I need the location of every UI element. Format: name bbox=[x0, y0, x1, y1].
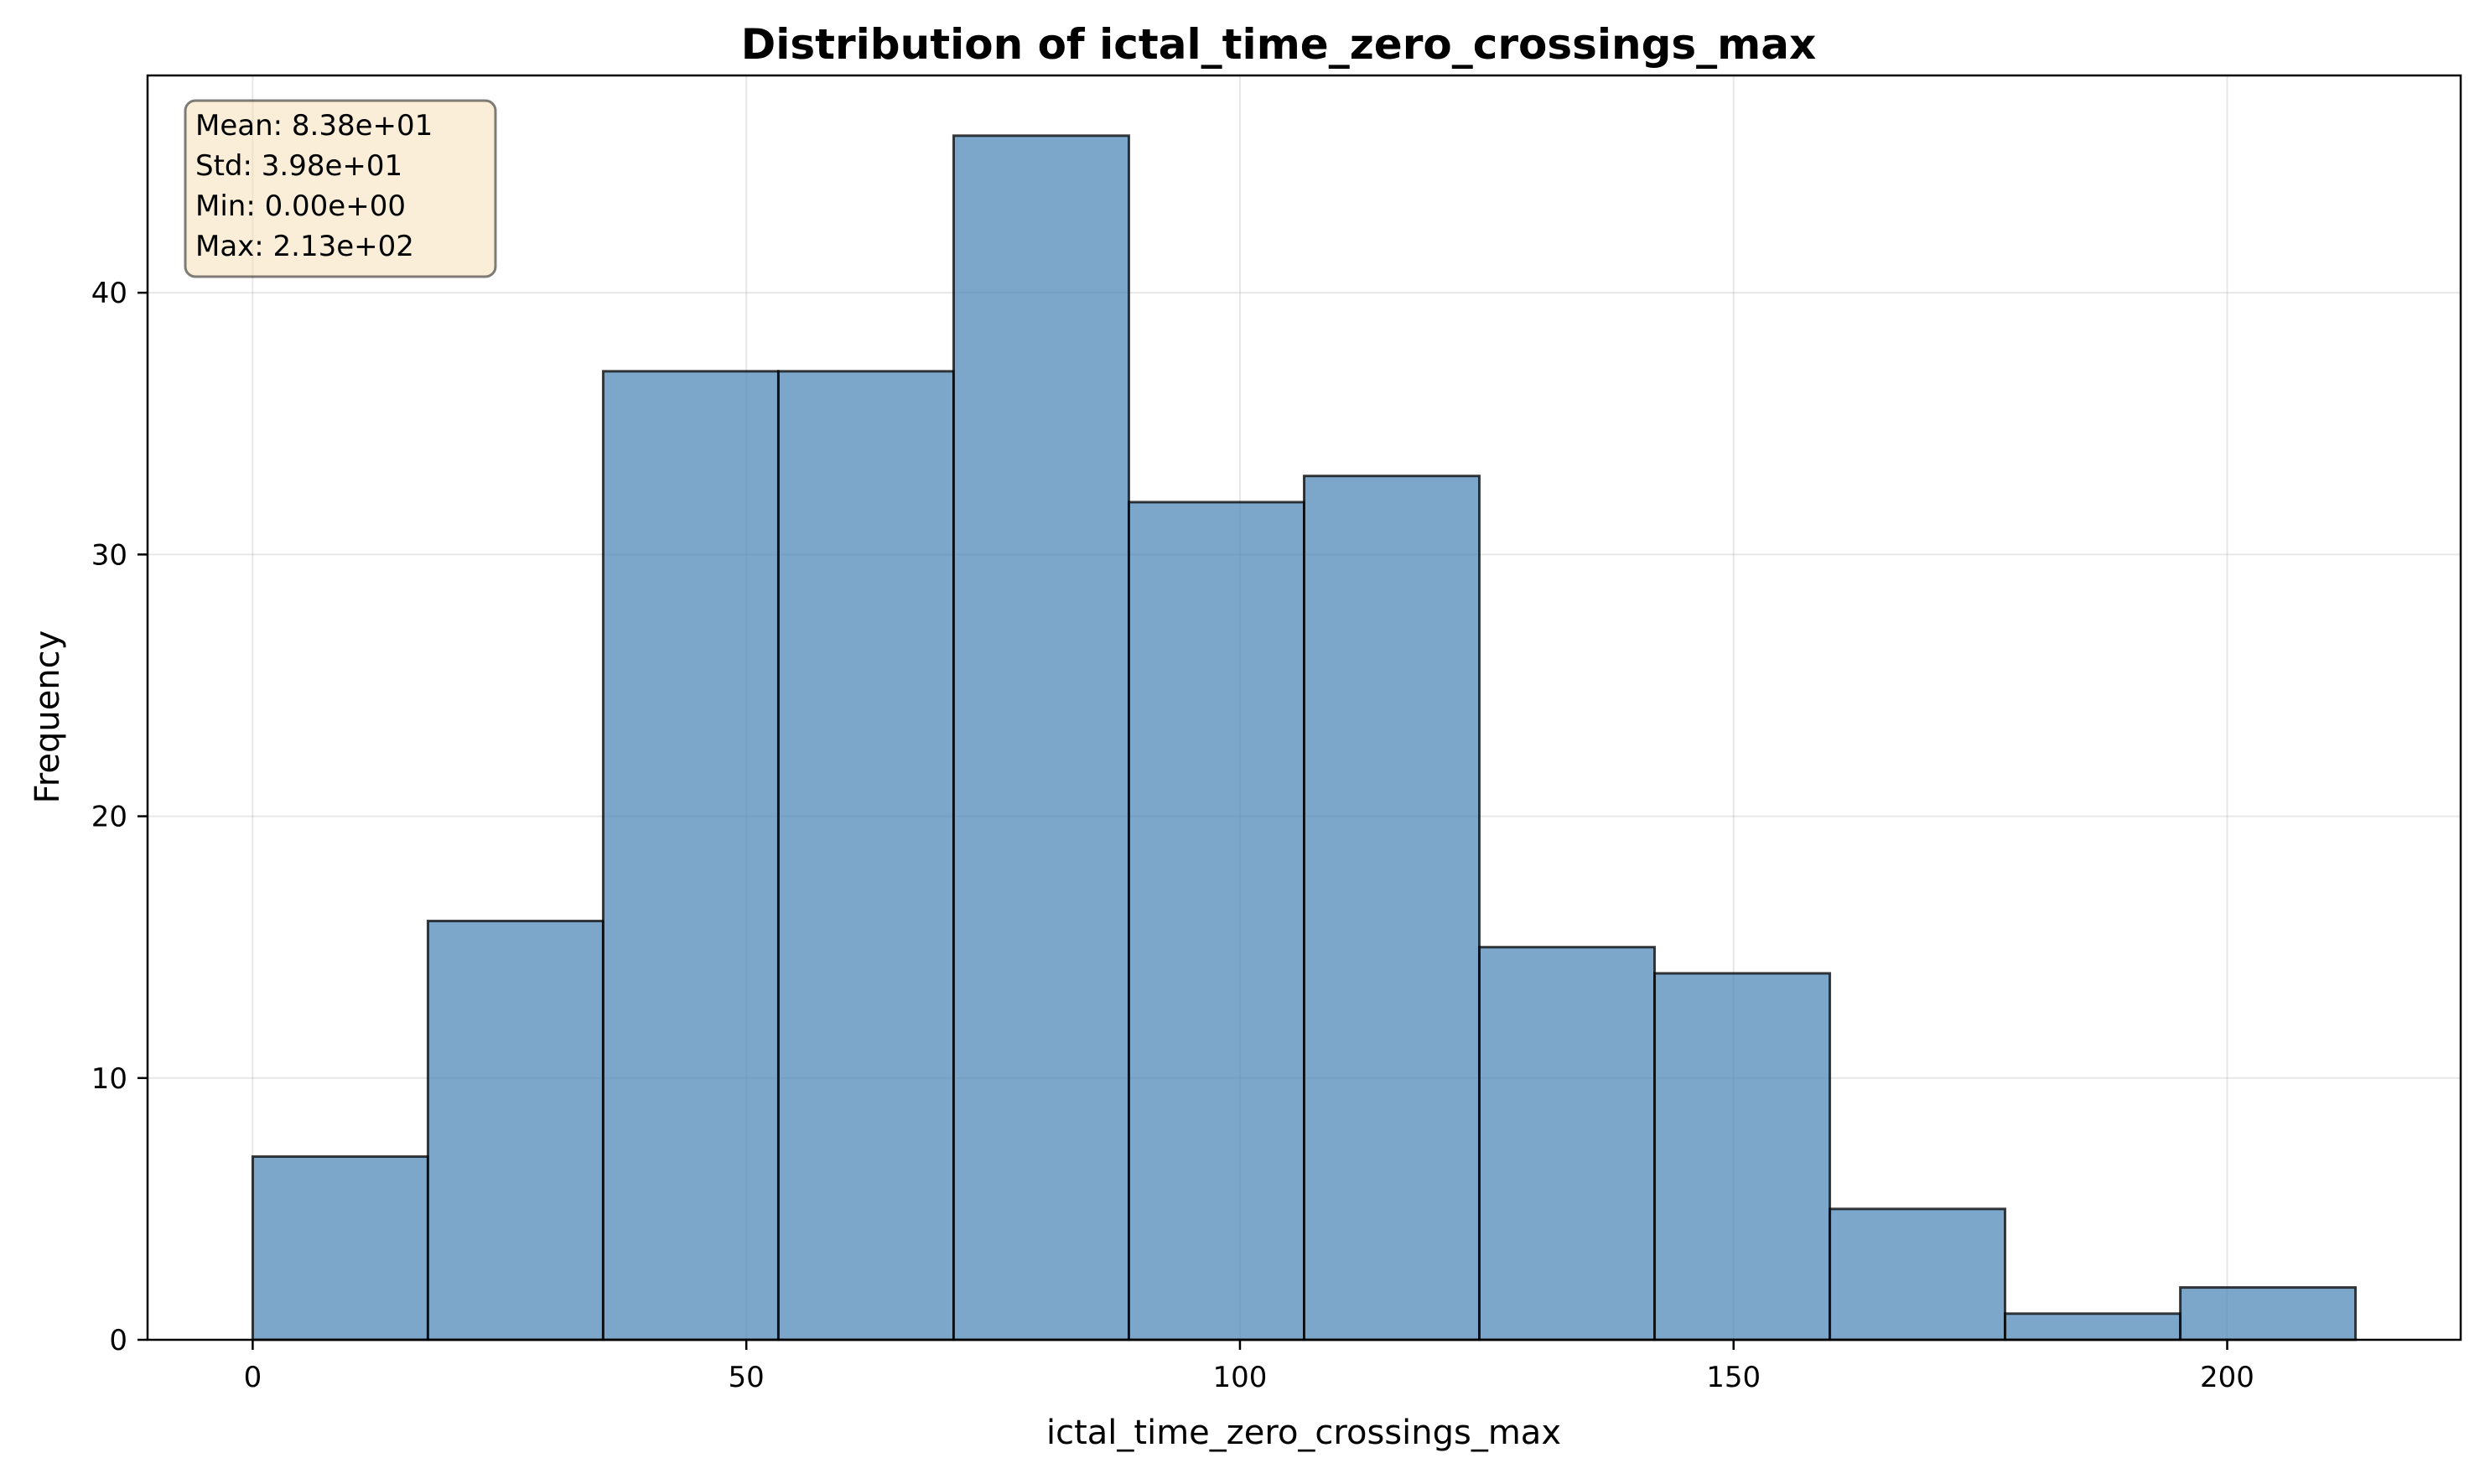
histogram-bar-5 bbox=[1127, 501, 1306, 1341]
stats-box-background bbox=[184, 99, 497, 278]
histogram-bar-1 bbox=[426, 919, 604, 1341]
y-tick-label: 10 bbox=[91, 1062, 127, 1096]
x-tick-label: 0 bbox=[244, 1361, 262, 1394]
histogram-bar-10 bbox=[2004, 1312, 2182, 1341]
y-tick-label: 30 bbox=[91, 538, 127, 572]
x-tick-label: 50 bbox=[729, 1361, 765, 1394]
x-tick-label: 150 bbox=[1706, 1361, 1761, 1394]
y-tick-label: 0 bbox=[109, 1324, 127, 1357]
y-axis-label: Frequency bbox=[29, 630, 67, 804]
x-tick-label: 100 bbox=[1213, 1361, 1268, 1394]
stats-box: Mean: 8.38e+01 Std: 3.98e+01 Min: 0.00e+… bbox=[184, 99, 497, 278]
plot-frame bbox=[146, 74, 2462, 1341]
histogram-bar-9 bbox=[1829, 1207, 2007, 1341]
histogram-bar-7 bbox=[1478, 946, 1657, 1341]
histogram-bar-8 bbox=[1653, 972, 1832, 1341]
histogram-bar-4 bbox=[952, 134, 1130, 1341]
y-tick-label: 20 bbox=[91, 801, 127, 834]
x-tick-label: 200 bbox=[2200, 1361, 2254, 1394]
stats-max: Max: 2.13e+02 bbox=[195, 230, 414, 263]
y-tick-label: 40 bbox=[91, 277, 127, 310]
chart-title: Distribution of ictal_time_zero_crossing… bbox=[741, 20, 1817, 69]
histogram-bar-6 bbox=[1303, 475, 1481, 1341]
stats-min: Min: 0.00e+00 bbox=[195, 189, 406, 223]
x-axis-ticks: 0 50 100 150 200 bbox=[244, 1340, 2254, 1394]
x-axis-label: ictal_time_zero_crossings_max bbox=[1046, 1414, 1561, 1452]
histogram-bar-3 bbox=[776, 370, 955, 1341]
histogram-bar-11 bbox=[2179, 1286, 2358, 1341]
histogram-bar-2 bbox=[601, 370, 780, 1341]
y-axis-ticks: 0 10 20 30 40 bbox=[91, 277, 148, 1357]
stats-std: Std: 3.98e+01 bbox=[195, 149, 402, 183]
histogram-bars bbox=[251, 134, 2358, 1341]
stats-mean: Mean: 8.38e+01 bbox=[195, 109, 433, 143]
histogram-bar-0 bbox=[251, 1155, 429, 1341]
